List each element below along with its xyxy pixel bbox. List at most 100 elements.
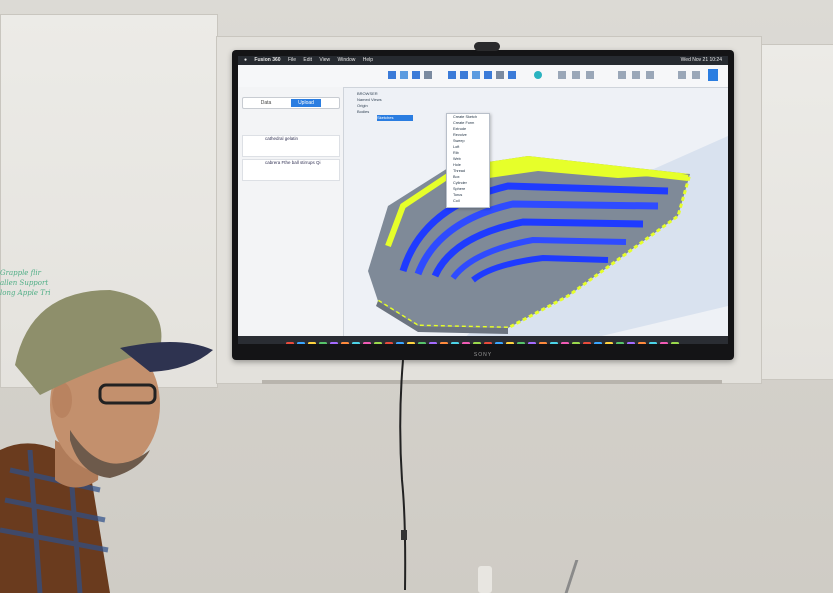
dropdown-item[interactable]: Extrude bbox=[453, 127, 467, 131]
toolbar-icon bbox=[484, 71, 492, 79]
dock-app-icon[interactable] bbox=[517, 342, 525, 344]
dock-app-icon[interactable] bbox=[286, 342, 294, 344]
dock-app-icon[interactable] bbox=[319, 342, 327, 344]
tv-cable bbox=[399, 360, 407, 591]
dock-app-icon[interactable] bbox=[561, 342, 569, 344]
dropdown-item[interactable]: Web bbox=[453, 157, 461, 161]
dock-app-icon[interactable] bbox=[462, 342, 470, 344]
dropdown-item[interactable]: Torus bbox=[453, 193, 463, 197]
ear bbox=[52, 382, 72, 418]
dropdown-item[interactable]: Box bbox=[453, 175, 460, 179]
dock-app-icon[interactable] bbox=[660, 342, 668, 344]
dock-icons bbox=[286, 342, 679, 344]
browser-item[interactable]: Sketches bbox=[377, 115, 413, 121]
dropdown-item[interactable]: Sweep bbox=[453, 139, 465, 143]
beard bbox=[70, 430, 150, 478]
dock-app-icon[interactable] bbox=[385, 342, 393, 344]
dropdown-item[interactable]: Coil bbox=[453, 199, 460, 203]
dock-app-icon[interactable] bbox=[330, 342, 338, 344]
blue-ring bbox=[431, 218, 644, 278]
dropdown-item[interactable]: Create Form bbox=[453, 121, 475, 125]
dock-app-icon[interactable] bbox=[451, 342, 459, 344]
laptop-edge bbox=[564, 560, 601, 593]
data-panel: Data Upload cathedral gelatin cabrera Ft… bbox=[238, 87, 344, 338]
dropdown-item[interactable]: Sphere bbox=[453, 187, 466, 191]
toolbar-icon bbox=[388, 71, 396, 79]
dock-app-icon[interactable] bbox=[440, 342, 448, 344]
dock-app-icon[interactable] bbox=[495, 342, 503, 344]
tab-data[interactable]: Data bbox=[260, 100, 272, 106]
menu-edit[interactable]: Edit bbox=[303, 57, 313, 63]
dock-app-icon[interactable] bbox=[627, 342, 635, 344]
dropdown-item[interactable]: Revolve bbox=[453, 133, 467, 137]
browser-item[interactable]: Bodies bbox=[357, 109, 370, 114]
toolbar-icon bbox=[708, 69, 718, 81]
toolbar-icons bbox=[388, 69, 718, 81]
menu-help[interactable]: Help bbox=[362, 57, 374, 63]
dock-app-icon[interactable] bbox=[297, 342, 305, 344]
toolbar-icon bbox=[508, 71, 516, 79]
dock-app-icon[interactable] bbox=[473, 342, 481, 344]
apple-icon: ● bbox=[244, 57, 248, 63]
dock-app-icon[interactable] bbox=[396, 342, 404, 344]
model-base-side bbox=[376, 301, 508, 334]
toolbar-icon bbox=[448, 71, 456, 79]
tv-screen: ● Fusion 360 File Edit View Window Help … bbox=[238, 56, 728, 344]
toolbar-icon bbox=[424, 71, 432, 79]
dropdown-item[interactable]: Rib bbox=[453, 151, 459, 155]
browser-item[interactable]: BROWSER bbox=[357, 91, 378, 96]
tab-upload[interactable]: Upload bbox=[291, 99, 321, 107]
note-line: Grapple flir bbox=[0, 269, 41, 277]
blue-ring bbox=[450, 236, 627, 280]
dock-app-icon[interactable] bbox=[418, 342, 426, 344]
blue-ring bbox=[471, 254, 609, 283]
toolbar-icon bbox=[632, 71, 640, 79]
dropdown-item[interactable]: Loft bbox=[453, 145, 460, 149]
toolbar-icon bbox=[460, 71, 468, 79]
dock-app-icon[interactable] bbox=[308, 342, 316, 344]
mac-dock bbox=[238, 336, 728, 344]
dock-app-icon[interactable] bbox=[374, 342, 382, 344]
dock-app-icon[interactable] bbox=[583, 342, 591, 344]
toolbar-icon bbox=[534, 71, 542, 79]
dock-app-icon[interactable] bbox=[528, 342, 536, 344]
television: ● Fusion 360 File Edit View Window Help … bbox=[232, 42, 734, 360]
glasses bbox=[98, 383, 157, 405]
dock-app-icon[interactable] bbox=[484, 342, 492, 344]
whiteboard-notes: Grapple flir allen Support long Apple Tr… bbox=[0, 268, 80, 298]
file-item[interactable]: cathedral gelatin bbox=[242, 135, 340, 157]
menu-window[interactable]: Window bbox=[337, 57, 356, 63]
dock-app-icon[interactable] bbox=[649, 342, 657, 344]
dropdown-item[interactable]: Create Sketch bbox=[453, 115, 478, 119]
menu-file[interactable]: File bbox=[287, 57, 296, 63]
file-item[interactable]: cabrera Fthe ball stirrups Qi bbox=[242, 159, 340, 181]
model-front-edge bbox=[377, 173, 692, 330]
dropdown-item[interactable]: Hole bbox=[453, 163, 461, 167]
dock-app-icon[interactable] bbox=[407, 342, 415, 344]
dock-app-icon[interactable] bbox=[429, 342, 437, 344]
toolbar-icon bbox=[646, 71, 654, 79]
browser-item[interactable]: Named Views bbox=[357, 97, 382, 102]
create-dropdown-menu: Create Sketch Create Form Extrude Revolv… bbox=[446, 113, 490, 208]
toolbar-icon bbox=[572, 71, 580, 79]
dock-app-icon[interactable] bbox=[605, 342, 613, 344]
browser-item[interactable]: Origin bbox=[357, 103, 368, 108]
toolbar-icon bbox=[496, 71, 504, 79]
dock-app-icon[interactable] bbox=[594, 342, 602, 344]
dropdown-item[interactable]: Thread bbox=[453, 169, 466, 173]
dock-app-icon[interactable] bbox=[572, 342, 580, 344]
menu-view[interactable]: View bbox=[319, 57, 331, 63]
dock-app-icon[interactable] bbox=[506, 342, 514, 344]
dock-app-icon[interactable] bbox=[539, 342, 547, 344]
3d-model-viewport[interactable] bbox=[238, 56, 728, 344]
dock-app-icon[interactable] bbox=[550, 342, 558, 344]
menubar-clock: Wed Nov 21 10:24 bbox=[680, 57, 722, 63]
dock-app-icon[interactable] bbox=[671, 342, 679, 344]
dock-app-icon[interactable] bbox=[638, 342, 646, 344]
dock-app-icon[interactable] bbox=[363, 342, 371, 344]
dock-app-icon[interactable] bbox=[616, 342, 624, 344]
dock-app-icon[interactable] bbox=[352, 342, 360, 344]
dock-app-icon[interactable] bbox=[341, 342, 349, 344]
dropdown-item[interactable]: Cylinder bbox=[453, 181, 467, 185]
